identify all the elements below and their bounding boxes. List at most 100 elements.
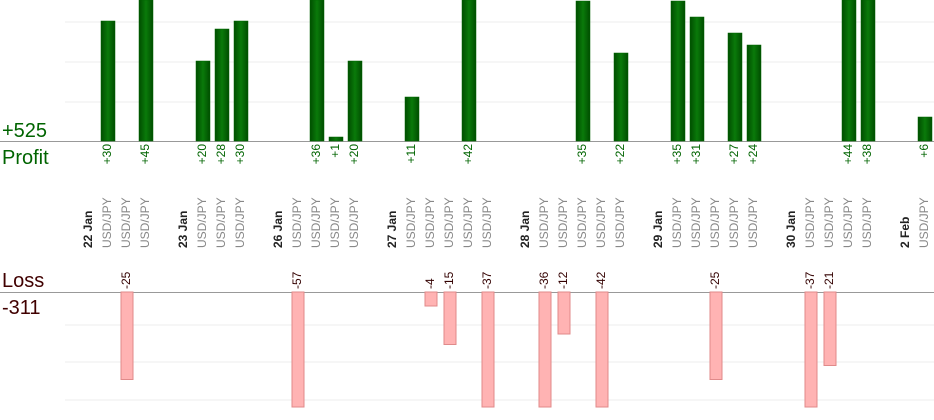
- date-label: 2 Feb: [898, 217, 912, 248]
- pair-label: USD/JPY: [575, 197, 589, 248]
- loss-label: Loss: [2, 270, 44, 292]
- pair-label: USD/JPY: [195, 197, 209, 248]
- pair-label: USD/JPY: [404, 197, 418, 248]
- pair-label: USD/JPY: [461, 197, 475, 248]
- loss-bar: [443, 291, 457, 345]
- pair-label: USD/JPY: [613, 197, 627, 248]
- value-label: +1: [328, 144, 342, 158]
- profit-bar: [727, 32, 743, 142]
- pair-label: USD/JPY: [594, 197, 608, 248]
- profit-label: Profit: [2, 147, 49, 169]
- loss-bar: [595, 291, 609, 408]
- profit-bar: [214, 28, 230, 142]
- loss-bar: [424, 291, 438, 307]
- pair-label: USD/JPY: [670, 197, 684, 248]
- pair-label: USD/JPY: [480, 197, 494, 248]
- profit-bar: [195, 60, 211, 142]
- loss-bar: [120, 291, 134, 380]
- loss-bar: [823, 291, 837, 366]
- loss-total: -311: [2, 297, 41, 319]
- pair-label: USD/JPY: [537, 197, 551, 248]
- pair-label: USD/JPY: [841, 197, 855, 248]
- value-label: -25: [119, 271, 133, 289]
- value-label: +35: [575, 144, 589, 165]
- value-label: +24: [746, 144, 760, 165]
- pair-label: USD/JPY: [689, 197, 703, 248]
- pair-label: USD/JPY: [556, 197, 570, 248]
- value-label: +30: [100, 144, 114, 165]
- pair-label: USD/JPY: [803, 197, 817, 248]
- pair-label: USD/JPY: [822, 197, 836, 248]
- pair-label: USD/JPY: [309, 197, 323, 248]
- loss-bar: [709, 291, 723, 380]
- value-label: -42: [594, 271, 608, 289]
- pair-label: USD/JPY: [100, 197, 114, 248]
- value-label: +27: [727, 144, 741, 165]
- value-label: +20: [347, 144, 361, 165]
- profit-bar: [841, 0, 857, 142]
- date-label: 22 Jan: [81, 211, 95, 248]
- pair-label: USD/JPY: [727, 197, 741, 248]
- value-label: +36: [309, 144, 323, 165]
- loss-bar: [481, 291, 495, 408]
- date-label: 26 Jan: [271, 211, 285, 248]
- value-label: +45: [138, 144, 152, 165]
- profit-bar: [689, 16, 705, 142]
- profit-bar: [347, 60, 363, 142]
- value-label: +22: [613, 144, 627, 165]
- loss-bar: [557, 291, 571, 335]
- date-label: 23 Jan: [176, 211, 190, 248]
- profit-bar: [100, 20, 116, 142]
- pair-label: USD/JPY: [347, 197, 361, 248]
- profit-bar: [138, 0, 154, 142]
- value-label: -15: [442, 271, 456, 289]
- value-label: +20: [195, 144, 209, 165]
- pair-label: USD/JPY: [328, 197, 342, 248]
- date-label: 28 Jan: [518, 211, 532, 248]
- profit-bar: [461, 0, 477, 142]
- date-label: 27 Jan: [385, 211, 399, 248]
- profit-bar: [860, 0, 876, 142]
- value-label: +35: [670, 144, 684, 165]
- profit-bar: [746, 44, 762, 142]
- value-label: +6: [917, 144, 931, 158]
- date-label: 30 Jan: [784, 211, 798, 248]
- pair-label: USD/JPY: [917, 197, 931, 248]
- pair-label: USD/JPY: [708, 197, 722, 248]
- value-label: +28: [214, 144, 228, 165]
- value-label: +30: [233, 144, 247, 165]
- profit-bar: [309, 0, 325, 142]
- profit-bar: [575, 0, 591, 142]
- pair-label: USD/JPY: [290, 197, 304, 248]
- value-label: -4: [423, 278, 437, 289]
- value-label: +38: [860, 144, 874, 165]
- value-label: -21: [822, 271, 836, 289]
- value-label: -25: [708, 271, 722, 289]
- pair-label: USD/JPY: [138, 197, 152, 248]
- date-label: 29 Jan: [651, 211, 665, 248]
- profit-bar: [328, 136, 344, 142]
- profit-total: +525: [2, 120, 47, 142]
- pair-label: USD/JPY: [860, 197, 874, 248]
- value-label: +44: [841, 144, 855, 165]
- pair-label: USD/JPY: [746, 197, 760, 248]
- profit-bar: [233, 20, 249, 142]
- profit-bar: [670, 0, 686, 142]
- loss-bar: [291, 291, 305, 408]
- profit-bar: [917, 116, 933, 142]
- value-label: +42: [461, 144, 475, 165]
- value-label: +31: [689, 144, 703, 165]
- pair-label: USD/JPY: [119, 197, 133, 248]
- loss-bar: [804, 291, 818, 408]
- value-label: -37: [803, 271, 817, 289]
- value-label: +11: [404, 144, 418, 164]
- profit-bar: [404, 96, 420, 142]
- loss-bar: [538, 291, 552, 408]
- pair-label: USD/JPY: [442, 197, 456, 248]
- profit-bar: [613, 52, 629, 142]
- value-label: -36: [537, 271, 551, 289]
- pair-label: USD/JPY: [214, 197, 228, 248]
- pair-label: USD/JPY: [423, 197, 437, 248]
